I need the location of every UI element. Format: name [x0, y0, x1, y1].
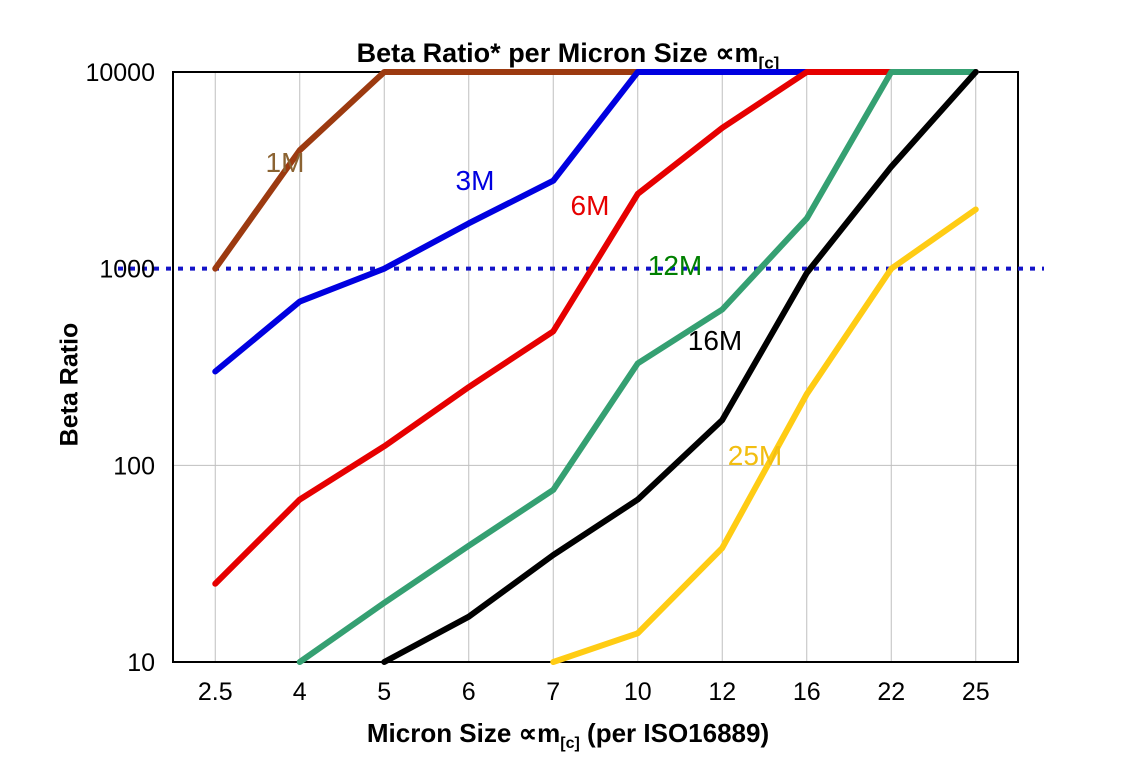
x-tick-label: 7 — [546, 678, 560, 706]
x-axis-title-tail: (per ISO16889) — [579, 718, 770, 748]
series-line-12M — [296, 69, 979, 665]
y-tick-labels-group: 10 100 1000 10000 — [85, 59, 155, 677]
series-line-6M — [212, 69, 979, 587]
series-label-1M: 1M — [266, 147, 305, 178]
series-label-3M: 3M — [456, 165, 495, 196]
x-tick-label: 16 — [793, 678, 821, 706]
series-lines-group — [212, 69, 979, 665]
series-line-3M — [212, 69, 979, 375]
x-tick-labels-group: 2.5 4 5 6 7 10 12 16 22 25 — [198, 678, 990, 706]
x-tick-label: 25 — [962, 678, 990, 706]
x-tick-label: 5 — [377, 678, 391, 706]
series-label-25M: 25M — [728, 440, 782, 471]
series-line-25M — [550, 206, 979, 665]
series-label-6M: 6M — [571, 190, 610, 221]
x-tick-label: 4 — [293, 678, 307, 706]
x-tick-label: 10 — [624, 678, 652, 706]
series-labels-group: 1M 3M 6M 12M 16M 25M — [266, 147, 783, 471]
chart-title-main: Beta Ratio* per Micron Size ∝m — [356, 38, 759, 68]
series-label-16M: 16M — [688, 325, 742, 356]
y-tick-label: 100 — [113, 452, 155, 480]
x-axis-title-main: Micron Size ∝m — [366, 718, 561, 748]
y-tick-label: 1000 — [99, 256, 155, 284]
y-tick-label: 10 — [127, 649, 155, 677]
x-axis-title-subscript: [c] — [560, 735, 580, 753]
x-tick-label: 22 — [877, 678, 905, 706]
x-tick-label: 6 — [462, 678, 476, 706]
series-line-16M — [381, 69, 979, 665]
gridlines-group — [173, 72, 1018, 662]
x-axis-title: Micron Size ∝m[c] (per ISO16889) — [0, 718, 1136, 753]
y-tick-label: 10000 — [85, 59, 155, 87]
chart-title-subscript: [c] — [758, 53, 780, 73]
x-tick-label: 2.5 — [198, 678, 233, 706]
series-line-1M — [212, 69, 979, 272]
x-tick-label: 12 — [708, 678, 736, 706]
series-label-12M: 12M — [648, 250, 702, 281]
chart-title: Beta Ratio* per Micron Size ∝m[c] — [0, 38, 1136, 73]
